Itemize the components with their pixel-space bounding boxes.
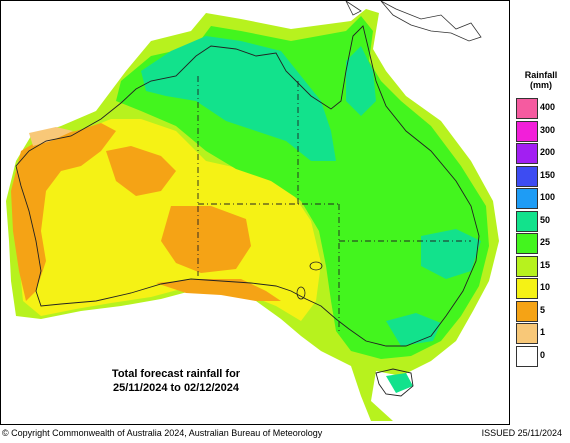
map-canvas	[6, 1, 499, 421]
legend-scale: 400 300 200 150 100 50 25 15 10 5 1 0	[512, 92, 570, 368]
legend-swatch-400	[516, 98, 538, 119]
legend-label-150: 150	[540, 169, 556, 180]
legend-swatch-150	[516, 165, 538, 187]
legend-label-25: 25	[540, 237, 551, 247]
tasmania-coastline	[375, 368, 414, 397]
legend-label-15: 15	[540, 259, 551, 270]
map-caption-line2: 25/11/2024 to 02/12/2024	[113, 382, 239, 394]
legend-swatch-50	[516, 210, 538, 232]
australia-coastline	[15, 25, 480, 347]
rainfall-legend: Rainfall (mm) 400 300 200 150 100 50 25 15 10 5 1 0	[512, 70, 570, 368]
legend-label-400: 400	[540, 102, 556, 112]
legend-label-1: 1	[540, 327, 546, 337]
legend-label-100: 100	[540, 192, 556, 202]
rain-region-5-south	[161, 206, 251, 273]
copyright-text: © Copyright Commonwealth of Australia 20…	[2, 428, 323, 438]
island-coast	[345, 1, 362, 16]
legend-swatch-25	[516, 233, 538, 254]
legend-swatch-5	[516, 300, 538, 322]
rain-region-5-central	[106, 146, 176, 196]
rain-region-5-west	[11, 123, 116, 301]
legend-label-10: 10	[540, 282, 551, 292]
lake-eyre	[309, 261, 323, 271]
rain-region-50-cape	[346, 46, 376, 116]
rain-region-5-coast	[156, 279, 281, 301]
lake-torrens	[296, 286, 306, 300]
legend-label-50: 50	[540, 214, 551, 225]
issued-date: ISSUED 25/11/2024	[481, 428, 562, 438]
legend-swatch-0	[516, 345, 538, 367]
legend-swatch-1	[516, 323, 538, 344]
legend-swatch-15	[516, 255, 538, 277]
state-borders	[197, 76, 471, 331]
rain-region-50-tas	[386, 373, 413, 393]
legend-unit: (mm)	[530, 80, 552, 90]
legend-title: Rainfall	[524, 70, 558, 80]
legend-swatch-200	[516, 143, 538, 164]
rain-region-50-north	[141, 36, 336, 161]
map-caption-line1: Total forecast rainfall for	[111, 368, 241, 380]
legend-label-300: 300	[540, 124, 556, 135]
rain-region-1-west	[29, 127, 73, 146]
rainfall-map: Total forecast rainfall for 25/11/2024 t…	[0, 0, 510, 425]
legend-swatch-100	[516, 188, 538, 209]
new-guinea-coast	[380, 1, 482, 42]
legend-label-0: 0	[540, 349, 546, 360]
legend-swatch-300	[516, 120, 538, 142]
rain-region-50-east	[421, 229, 481, 279]
legend-swatch-10	[516, 278, 538, 299]
legend-label-5: 5	[540, 304, 546, 315]
legend-label-200: 200	[540, 147, 556, 157]
